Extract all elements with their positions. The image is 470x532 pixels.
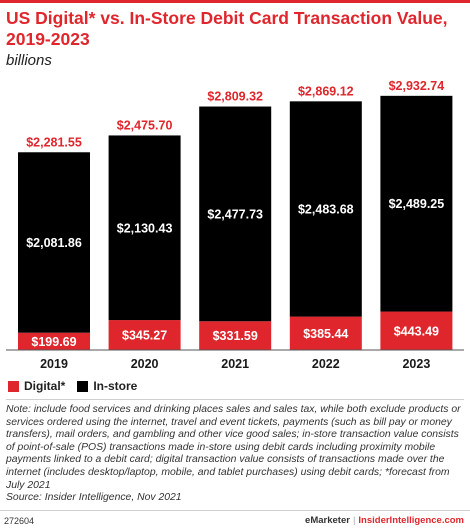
top-accent-bar <box>0 0 470 3</box>
bar-instore-2022 <box>289 101 362 317</box>
chart-title: US Digital* vs. In-Store Debit Card Tran… <box>6 8 448 49</box>
x-tick-label-2019: 2019 <box>40 357 68 371</box>
bar-instore-2021 <box>199 106 272 322</box>
legend-label-digital: Digital* <box>24 379 66 393</box>
data-label-instore-2021: $2,477.73 <box>207 207 263 221</box>
total-label-2021: $2,809.32 <box>207 90 263 104</box>
data-label-digital-2019: $199.69 <box>31 335 76 349</box>
total-label-2022: $2,869.12 <box>298 84 354 98</box>
bar-digital-2019 <box>18 332 90 350</box>
data-label-instore-2022: $2,483.68 <box>298 202 354 216</box>
bar-digital-2021 <box>199 321 272 350</box>
divider <box>6 399 464 400</box>
x-tick-label-2020: 2020 <box>131 357 159 371</box>
chart-id: 272604 <box>4 516 35 526</box>
legend: Digital* In-store <box>8 379 149 393</box>
legend-label-instore: In-store <box>93 379 138 393</box>
data-label-digital-2022: $385.44 <box>303 327 348 341</box>
brand-emarketer: eMarketer <box>305 515 350 526</box>
legend-swatch-digital <box>8 380 19 392</box>
total-label-2020: $2,475.70 <box>117 118 173 132</box>
footnote: Note: include food services and drinking… <box>6 404 461 491</box>
source-text: Source: Insider Intelligence, Nov 2021 <box>6 492 182 503</box>
legend-swatch-instore <box>77 380 89 392</box>
brand-separator: | <box>352 515 356 526</box>
x-tick-label-2022: 2022 <box>312 357 340 371</box>
bar-digital-2020 <box>108 320 181 350</box>
brand-insider-intelligence: InsiderIntelligence.com <box>358 515 464 526</box>
data-label-digital-2020: $345.27 <box>122 329 167 343</box>
stacked-bar-chart: $199.69 $2,081.86 $2,281.55 2019 $345.27 $2,1… <box>6 79 464 371</box>
data-label-digital-2023: $443.49 <box>394 324 439 338</box>
bar-digital-2022 <box>289 316 362 350</box>
footer-divider <box>0 510 470 511</box>
legend-item-instore: In-store <box>77 379 137 393</box>
bar-instore-2020 <box>108 135 181 321</box>
x-tick-label-2023: 2023 <box>402 357 430 371</box>
data-label-instore-2020: $2,130.43 <box>117 221 173 235</box>
total-label-2023: $2,932.74 <box>389 79 445 93</box>
total-label-2019: $2,281.55 <box>26 135 82 149</box>
data-label-instore-2023: $2,489.25 <box>389 197 445 211</box>
bar-digital-2023 <box>380 311 453 350</box>
bar-instore-2019 <box>18 152 90 333</box>
data-label-instore-2019: $2,081.86 <box>26 236 82 250</box>
data-label-digital-2021: $331.59 <box>213 329 258 343</box>
legend-item-digital: Digital* <box>8 379 65 393</box>
x-tick-label-2021: 2021 <box>221 357 249 371</box>
bar-instore-2023 <box>380 95 453 312</box>
brand-footer: eMarketer | InsiderIntelligence.com <box>305 515 464 526</box>
chart-subtitle: billions <box>6 52 52 69</box>
